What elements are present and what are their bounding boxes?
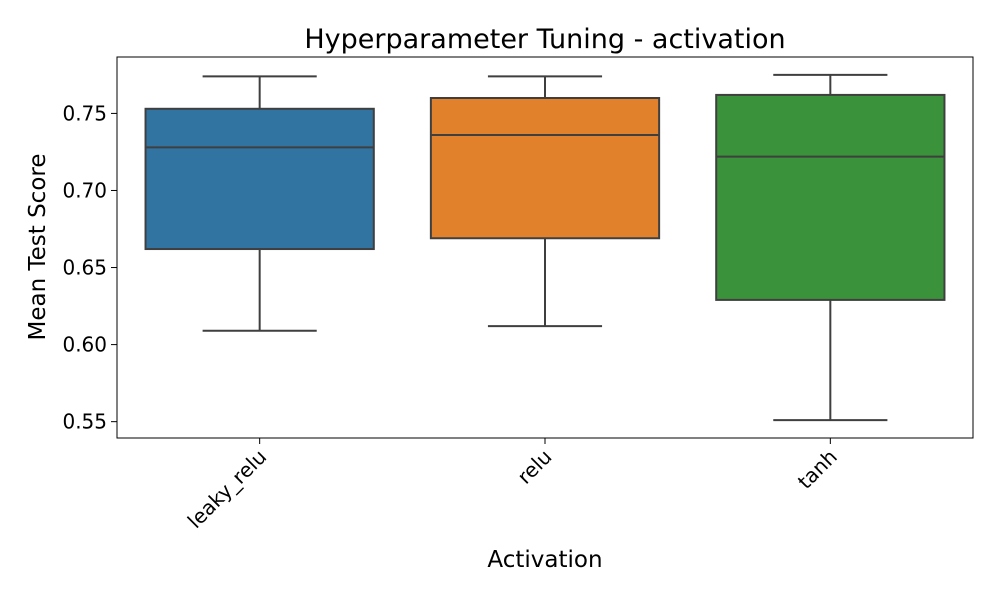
- boxes: [144, 73, 946, 422]
- iqr-box: [429, 96, 661, 240]
- y-tick-label: 0.70: [62, 178, 107, 202]
- y-tick-label: 0.65: [62, 256, 107, 280]
- chart-title: Hyperparameter Tuning - activation: [304, 24, 785, 55]
- x-axis-label: Activation: [487, 547, 602, 573]
- y-tick-label: 0.75: [62, 101, 107, 125]
- y-tick-label: 0.60: [62, 333, 107, 357]
- box-leaky_relu: [144, 75, 375, 332]
- iqr-box: [144, 107, 375, 251]
- y-axis-label: Mean Test Score: [25, 154, 51, 341]
- x-tick-label: tanh: [793, 445, 842, 494]
- y-axis: 0.55 0.60 0.65 0.70 0.75: [62, 101, 117, 434]
- box-relu: [429, 75, 661, 328]
- iqr-box: [715, 93, 946, 301]
- box-tanh: [715, 73, 946, 422]
- x-axis: leaky_relu relu tanh: [183, 438, 842, 533]
- x-tick-label: relu: [512, 445, 556, 489]
- x-tick-label: leaky_relu: [183, 445, 271, 533]
- y-tick-label: 0.55: [62, 410, 107, 434]
